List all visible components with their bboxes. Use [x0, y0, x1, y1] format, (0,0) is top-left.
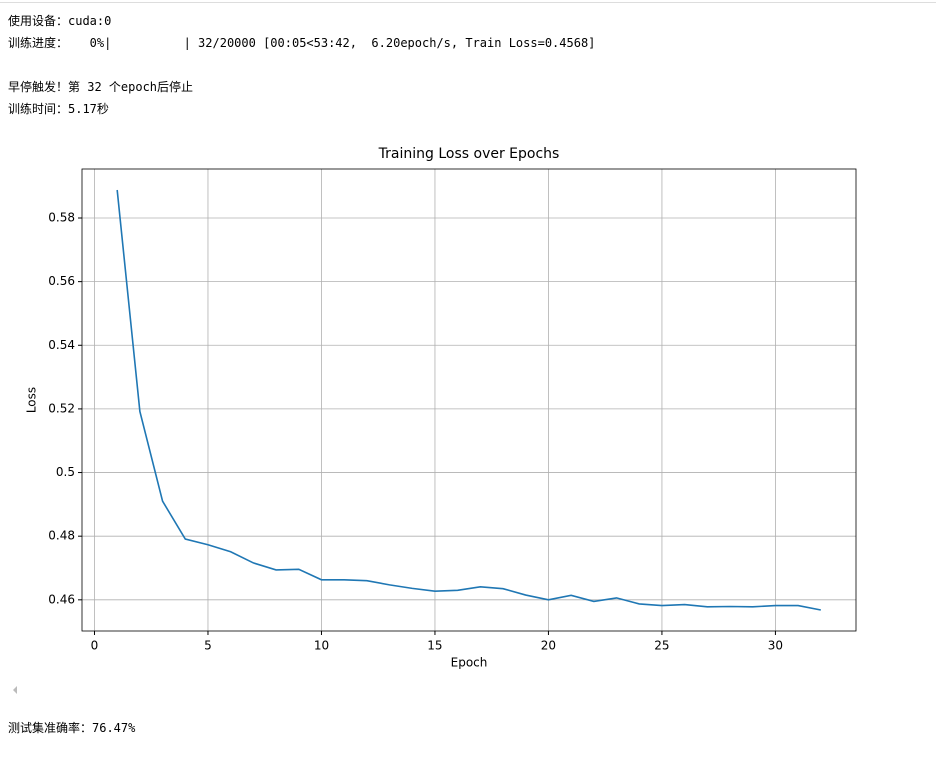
x-tick-label: 30: [768, 639, 783, 653]
x-tick-label: 25: [654, 639, 669, 653]
output-line: 使用设备：cuda:0: [8, 14, 112, 28]
y-tick-label: 0.5: [56, 465, 75, 479]
scroll-arrow: [13, 686, 17, 694]
output-line: 训练进度： 0%| | 32/20000 [00:05<53:42, 6.20e…: [8, 36, 596, 50]
cell-border: [0, 2, 936, 3]
y-tick-label: 0.58: [48, 211, 75, 225]
y-tick-label: 0.46: [48, 592, 75, 606]
y-tick-label: 0.52: [48, 401, 75, 415]
output-line: 训练时间：5.17秒: [8, 102, 109, 116]
x-tick-label: 15: [427, 639, 442, 653]
y-axis-label: Loss: [25, 387, 39, 413]
loss-line: [116, 189, 821, 611]
y-tick-label: 0.56: [48, 274, 75, 288]
plot-frame: [81, 168, 857, 632]
y-tick-label: 0.48: [48, 529, 75, 543]
chart-title: Training Loss over Epochs: [378, 146, 560, 162]
x-tick-label: 0: [91, 639, 99, 653]
x-tick-label: 5: [204, 639, 212, 653]
output-line: 早停触发！第 32 个epoch后停止: [8, 80, 194, 94]
x-axis-label: Epoch: [451, 656, 488, 670]
output-line: 测试集准确率：76.47%: [8, 721, 136, 735]
y-tick-label: 0.54: [48, 338, 75, 352]
x-tick-label: 10: [314, 639, 329, 653]
x-tick-label: 20: [541, 639, 556, 653]
